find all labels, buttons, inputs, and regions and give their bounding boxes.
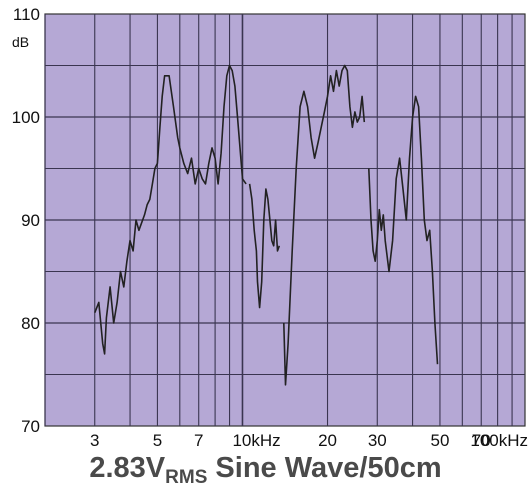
caption-voltage: 2.83V <box>89 452 166 484</box>
x-tick-label: 30 <box>368 431 387 450</box>
x-tick-label: 20 <box>318 431 337 450</box>
y-tick-label: 110 <box>13 5 40 24</box>
y-tick-label: 100 <box>12 108 40 127</box>
response-curve <box>94 64 439 386</box>
x-tick-label: 50 <box>430 431 449 450</box>
y-tick-label: 70 <box>21 417 40 436</box>
x-tick-label: 5 <box>153 431 162 450</box>
response-curve-segment <box>283 64 366 386</box>
response-curve-segment <box>94 64 247 355</box>
y-unit-label: dB <box>12 34 29 50</box>
x-tick-label: 7 <box>194 431 203 450</box>
x-tick-label: 70 <box>472 431 491 450</box>
y-tick-labels: 110 100 90 80 70 <box>12 5 40 436</box>
response-curve-segment <box>368 95 439 365</box>
caption-condition: Sine Wave/50cm <box>207 452 442 484</box>
x-tick-label: 100kHz <box>470 431 528 450</box>
grid-lines <box>44 14 525 426</box>
response-curve-segment <box>248 183 281 309</box>
y-tick-label: 80 <box>21 314 40 333</box>
x-tick-label: 3 <box>90 431 99 450</box>
x-tick-label: 10kHz <box>232 431 280 450</box>
y-tick-label: 90 <box>21 211 40 230</box>
chart-caption: 2.83VRMS Sine Wave/50cm <box>0 452 531 489</box>
caption-rms-subscript: RMS <box>165 467 208 488</box>
